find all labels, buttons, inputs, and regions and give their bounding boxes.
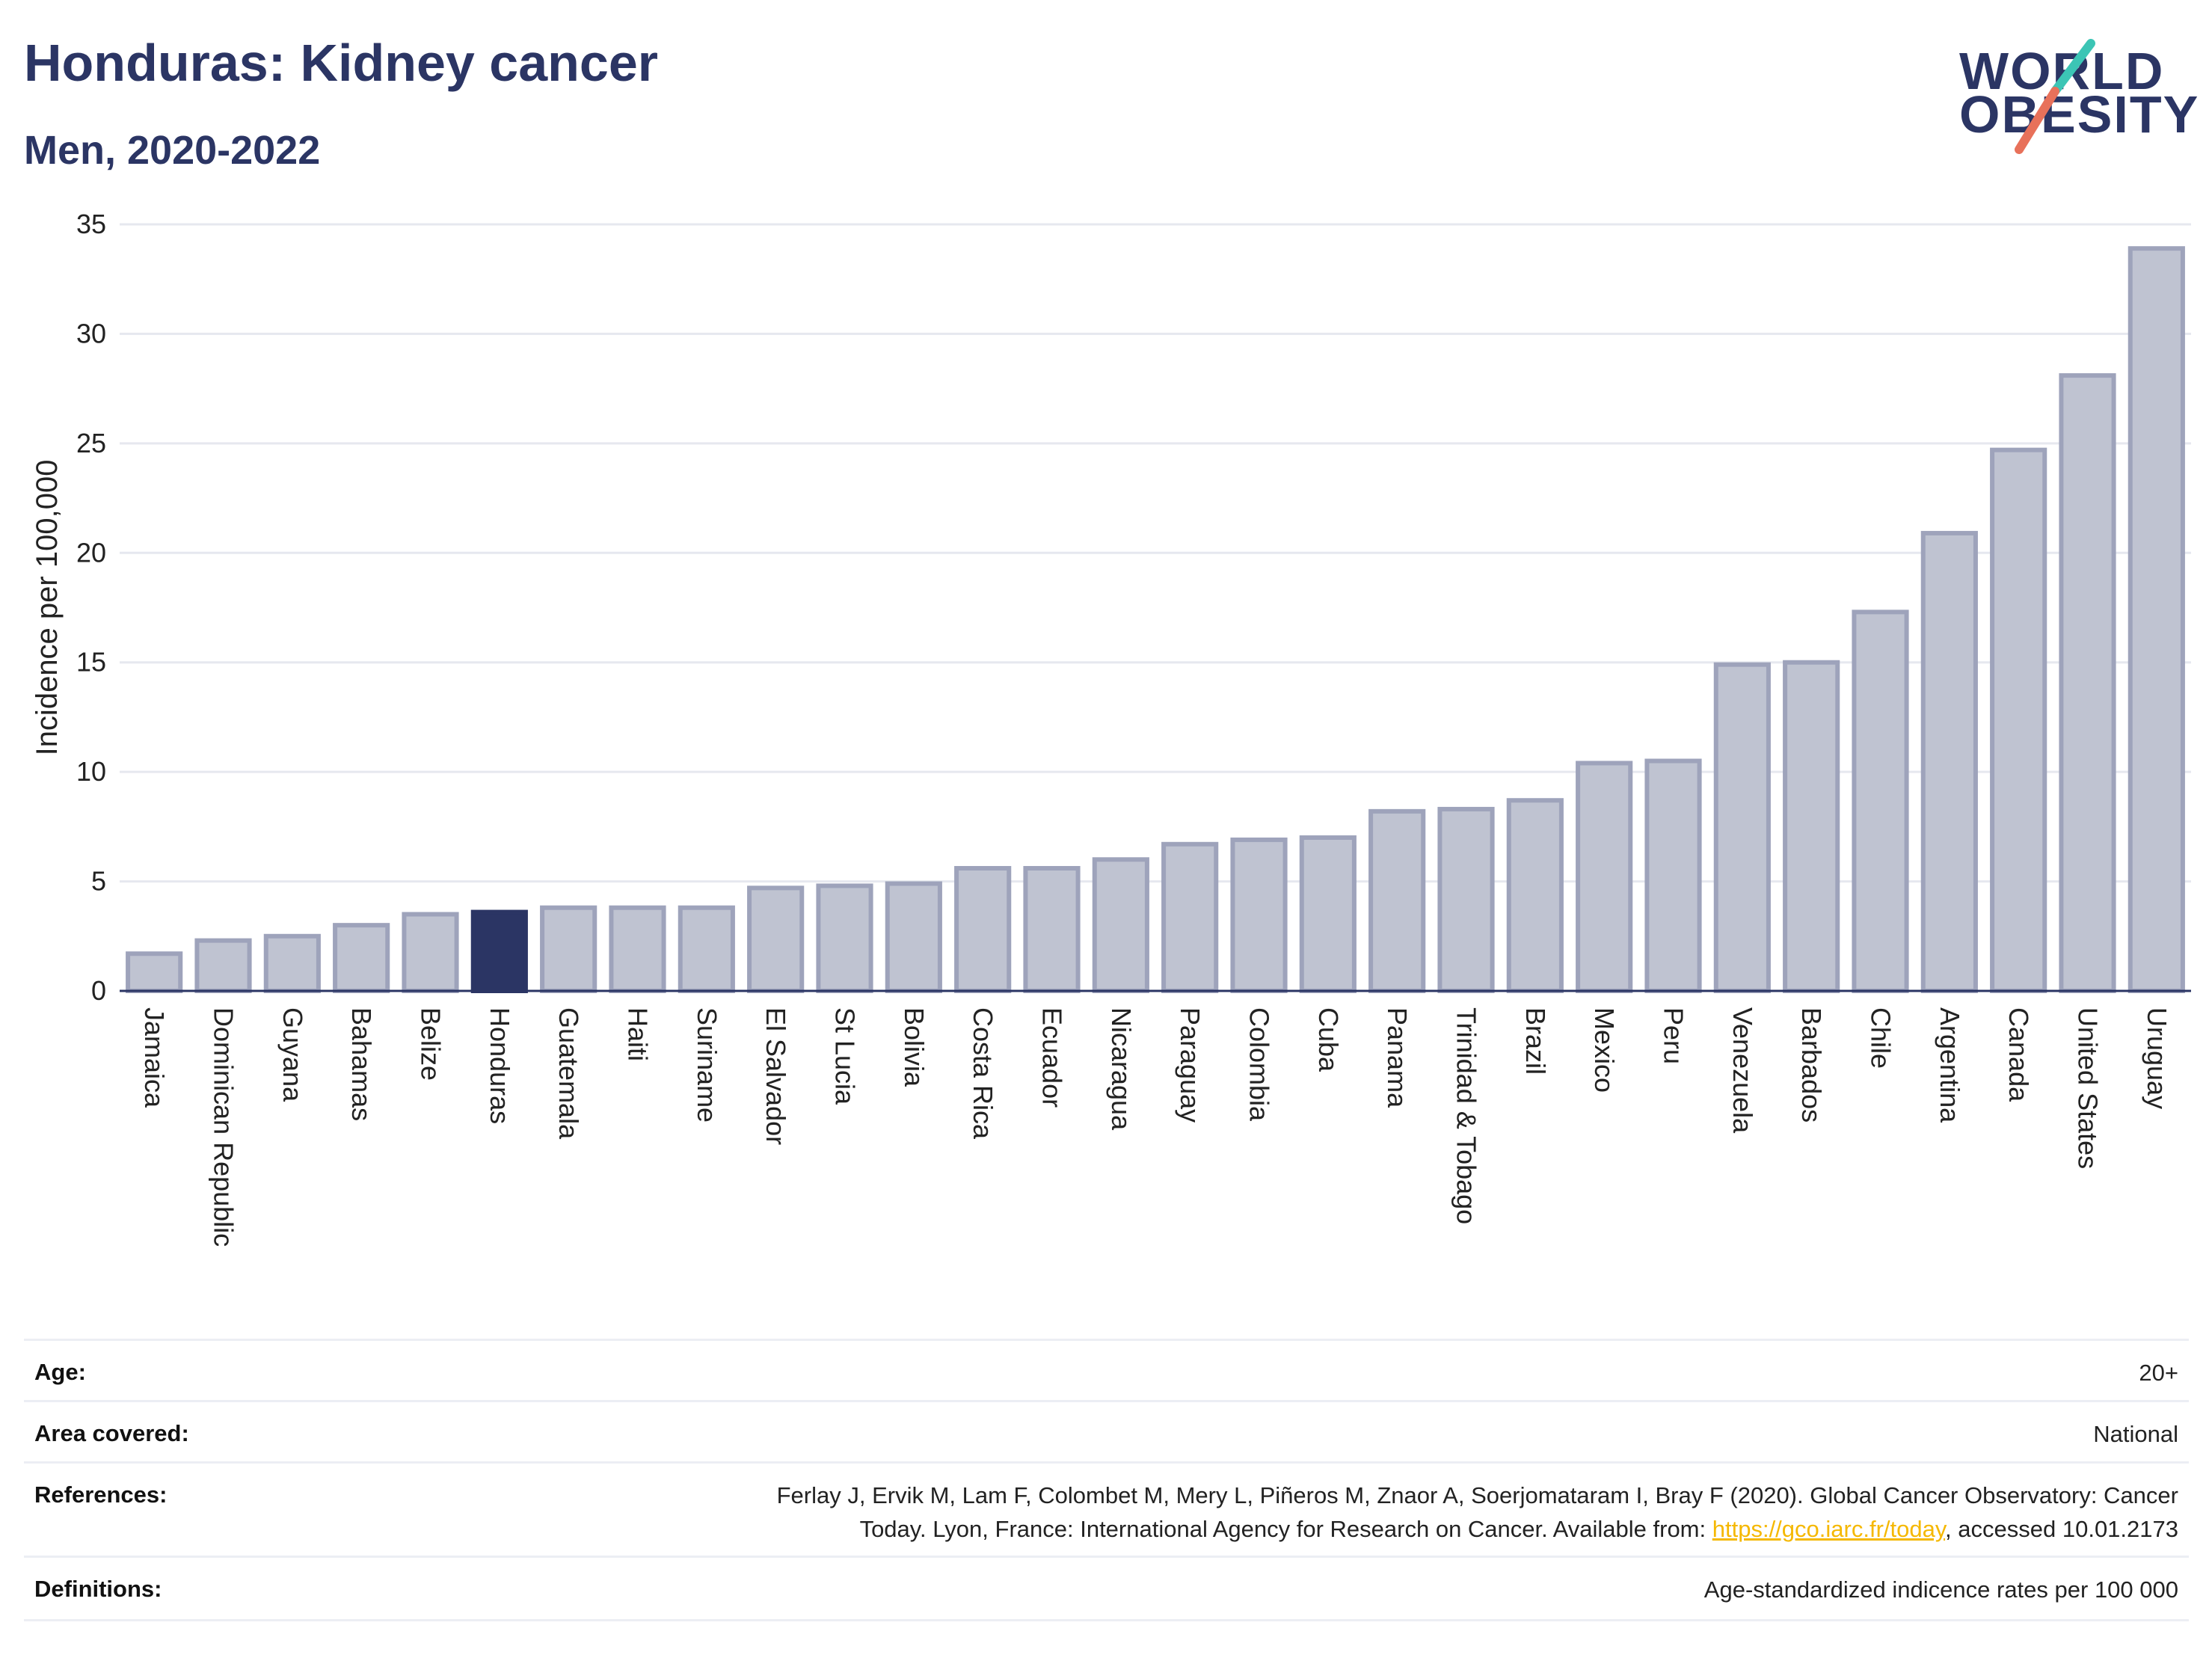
definitions-value: Age-standardized indicence rates per 100… <box>1703 1576 2178 1603</box>
bar-cuba <box>1299 835 1357 993</box>
bar-panama <box>1368 808 1426 993</box>
x-tick-label: Belize <box>416 1007 446 1081</box>
bar-canada <box>1990 447 2047 993</box>
x-tick-label: Venezuela <box>1727 1007 1758 1134</box>
bar-barbados <box>1783 660 1840 993</box>
x-tick-label: Costa Rica <box>968 1007 998 1140</box>
bar-venezuela <box>1713 662 1771 994</box>
bar-uruguay <box>2127 246 2185 993</box>
references-value: Ferlay J, Ervik M, Lam F, Colombet M, Me… <box>777 1479 2178 1546</box>
definitions-label: Definitions: <box>34 1576 162 1602</box>
bar-argentina <box>1920 530 1978 993</box>
page-subtitle: Men, 2020-2022 <box>24 128 321 173</box>
bar-costa-rica <box>954 866 1012 993</box>
x-tick-label: Guyana <box>277 1007 308 1102</box>
bar-peru <box>1644 758 1702 993</box>
y-tick-label: 20 <box>76 537 106 568</box>
age-value: 20+ <box>2139 1360 2178 1386</box>
references-line-2: Today. Lyon, France: International Agenc… <box>777 1512 2178 1546</box>
bar-el-salvador <box>747 885 805 993</box>
bar-brazil <box>1506 798 1564 994</box>
bar-guyana <box>263 933 321 993</box>
x-tick-label: Panama <box>1382 1007 1413 1108</box>
y-tick-label: 0 <box>91 975 106 1006</box>
x-tick-label: Chile <box>1866 1007 1896 1069</box>
bar-suriname <box>678 905 735 994</box>
x-tick-label: Paraguay <box>1175 1007 1205 1123</box>
bar-belize <box>402 912 459 993</box>
page-title: Honduras: Kidney cancer <box>24 34 658 92</box>
x-tick-label: Brazil <box>1520 1007 1551 1075</box>
x-tick-label: United States <box>2073 1007 2104 1169</box>
x-tick-label: Suriname <box>692 1007 722 1123</box>
age-label: Age: <box>34 1359 86 1385</box>
x-tick-label: St Lucia <box>830 1007 861 1105</box>
bar-united-states <box>2059 373 2116 994</box>
meta-row-references: References: Ferlay J, Ervik M, Lam F, Co… <box>24 1461 2189 1558</box>
x-tick-label: Uruguay <box>2142 1007 2172 1109</box>
x-tick-label: Trinidad & Tobago <box>1451 1007 1482 1224</box>
x-tick-label: Dominican Republic <box>209 1007 239 1247</box>
y-tick-label: 15 <box>76 647 106 678</box>
meta-row-age: Age: 20+ <box>24 1339 2189 1402</box>
y-tick-label: 30 <box>76 318 106 348</box>
x-tick-label: Ecuador <box>1037 1007 1068 1108</box>
bar-paraguay <box>1161 841 1219 993</box>
grid-lines <box>120 223 2191 883</box>
bar-trinidad-tobago <box>1437 806 1495 994</box>
area-value: National <box>2093 1421 2178 1447</box>
references-line-2-start: Today. Lyon, France: International Agenc… <box>859 1516 1712 1542</box>
x-tick-label: Haiti <box>623 1007 654 1061</box>
x-tick-label: Peru <box>1659 1007 1689 1064</box>
bar-jamaica <box>126 951 183 993</box>
bars <box>126 246 2185 994</box>
bar-mexico <box>1576 761 1633 994</box>
references-label: References: <box>34 1481 168 1508</box>
bar-guatemala <box>540 905 597 994</box>
x-tick-label: Bolivia <box>899 1007 930 1087</box>
logo-slash-icon <box>2015 39 2095 154</box>
x-tick-label: Colombia <box>1244 1007 1275 1122</box>
meta-row-area: Area covered: National <box>24 1400 2189 1464</box>
bar-chart: 0 5 10 15 20 25 30 35 Jamaica Dominican Republic… <box>31 209 2191 1247</box>
x-tick-label: Honduras <box>485 1007 515 1124</box>
x-tick-label: Canada <box>2003 1007 2034 1102</box>
y-axis-title: Incidence per 100,000 <box>31 460 64 756</box>
bar-dominican-republic <box>194 938 252 994</box>
bar-bolivia <box>885 881 942 993</box>
bar-ecuador <box>1023 866 1081 993</box>
x-tick-label: Argentina <box>1935 1007 1965 1123</box>
x-tick-label: Nicaragua <box>1106 1007 1137 1131</box>
bar-colombia <box>1230 837 1288 994</box>
references-line-2-end: , accessed 10.01.2173 <box>1945 1516 2178 1542</box>
x-tick-label: Barbados <box>1796 1007 1827 1123</box>
bar-chile <box>1852 610 1909 993</box>
references-line-1: Ferlay J, Ervik M, Lam F, Colombet M, Me… <box>776 1482 2178 1508</box>
references-link[interactable]: https://gco.iarc.fr/today <box>1712 1516 1946 1542</box>
bar-haiti <box>609 905 666 994</box>
bar-honduras <box>470 909 528 993</box>
x-tick-label: Mexico <box>1589 1007 1620 1093</box>
bar-nicaragua <box>1092 857 1149 993</box>
y-tick-label: 5 <box>91 866 106 897</box>
x-tick-label: Cuba <box>1313 1007 1344 1072</box>
y-tick-label: 35 <box>76 209 106 239</box>
meta-row-definitions: Definitions: Age-standardized indicence … <box>24 1556 2189 1621</box>
bar-bahamas <box>333 923 390 994</box>
metadata-table: Age: 20+ Area covered: National Referenc… <box>24 1339 2189 1630</box>
x-axis-labels: Jamaica Dominican Republic Guyana Bahamas Be… <box>139 1007 2172 1247</box>
y-tick-label: 10 <box>76 756 106 787</box>
area-label: Area covered: <box>34 1420 189 1446</box>
bar-st-lucia <box>816 883 873 994</box>
x-tick-label: Bahamas <box>346 1007 377 1121</box>
x-tick-label: Jamaica <box>139 1007 170 1108</box>
y-tick-label: 25 <box>76 428 106 458</box>
y-axis-ticks: 0 5 10 15 20 25 30 35 <box>76 209 106 1006</box>
x-tick-label: Guatemala <box>553 1007 584 1140</box>
logo-line-2: OBESITY <box>1959 85 2200 144</box>
x-tick-label: El Salvador <box>761 1007 791 1145</box>
world-obesity-logo: WORLD OBESITY <box>1959 37 2199 165</box>
